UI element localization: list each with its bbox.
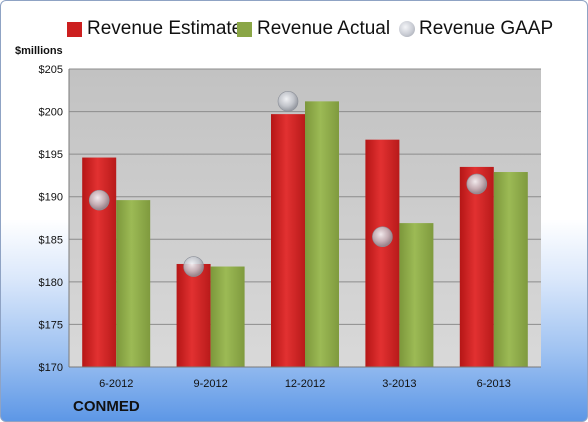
bar-revenue-estimate (82, 157, 117, 367)
y-tick-label: $205 (39, 64, 63, 76)
legend-swatch-actual (237, 22, 252, 37)
legend-swatch-estimate (67, 22, 82, 37)
y-axis-unit-label: $millions (15, 45, 63, 57)
legend-label-actual: Revenue Actual (257, 18, 391, 39)
bar-revenue-estimate (365, 139, 400, 367)
bar-revenue-actual (210, 266, 245, 367)
x-tick-label: 6-2013 (477, 378, 511, 390)
legend: Revenue Estimate Revenue Actual Revenue … (1, 15, 587, 45)
bar-revenue-estimate (459, 166, 494, 367)
x-tick-label: 12-2012 (285, 378, 325, 390)
marker-revenue-gaap (466, 173, 488, 195)
bar-revenue-estimate (176, 263, 211, 367)
company-label: CONMED (73, 398, 140, 415)
x-tick-label: 9-2012 (193, 378, 227, 390)
x-tick-label: 3-2013 (382, 378, 416, 390)
y-tick-label: $170 (39, 362, 63, 374)
marker-revenue-gaap (183, 256, 204, 277)
marker-revenue-gaap (372, 226, 393, 248)
bar-revenue-actual (399, 223, 434, 367)
bar-revenue-actual (305, 101, 339, 368)
legend-label-estimate: Revenue Estimate (87, 18, 243, 39)
x-tick-label: 6-2012 (99, 378, 133, 390)
y-tick-label: $185 (39, 234, 63, 246)
marker-revenue-gaap (88, 189, 110, 211)
y-tick-label: $175 (39, 319, 63, 331)
y-tick-label: $195 (39, 149, 63, 161)
marker-revenue-gaap (277, 91, 299, 112)
bar-revenue-actual (116, 200, 151, 367)
legend-label-gaap: Revenue GAAP (419, 18, 554, 39)
y-tick-label: $190 (39, 192, 63, 204)
y-tick-label: $200 (39, 107, 63, 119)
y-tick-label: $180 (39, 277, 63, 289)
bar-revenue-actual (493, 172, 528, 367)
legend-marker-gaap (399, 21, 415, 37)
bar-revenue-estimate (271, 114, 305, 367)
